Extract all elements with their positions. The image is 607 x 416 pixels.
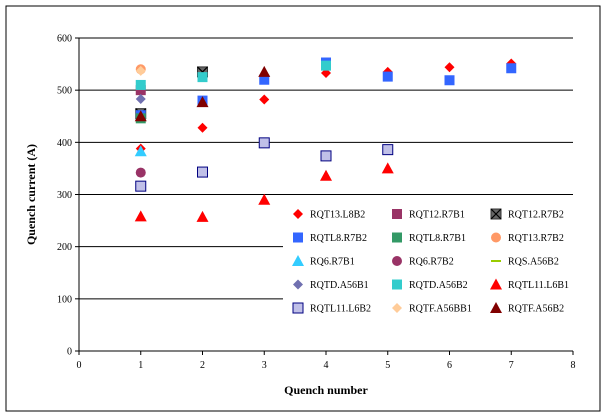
legend-marker-11	[490, 278, 502, 290]
legend-label: RQT12.R7B1	[409, 210, 465, 221]
legend-marker-9	[293, 279, 303, 290]
y-axis-title: Quench current (A)	[24, 144, 38, 245]
point-s3-5	[444, 75, 455, 86]
y-tick-label: 0	[67, 347, 72, 358]
legend-marker-5	[491, 232, 501, 243]
legend-box	[283, 202, 575, 324]
point-s14-0	[134, 110, 147, 122]
legend-label: RQTF.A56B2	[508, 304, 564, 315]
point-s0-2	[259, 94, 270, 105]
legend-label: RQS.A56B2	[508, 257, 559, 268]
point-s12-2	[258, 137, 270, 149]
y-tick-label: 200	[57, 242, 72, 253]
axes: 0 100 200 300 400 500 600 0 1 2 3 4 5 6 7 8	[57, 34, 576, 372]
x-tick-label: 8	[571, 360, 576, 371]
legend-label: RQT13.R7B2	[508, 233, 564, 244]
point-s3-6	[506, 63, 517, 74]
legend-marker-6	[292, 255, 304, 266]
point-s12-3	[320, 150, 332, 162]
y-tick-label: 300	[57, 190, 72, 201]
y-tick-label: 400	[57, 138, 72, 149]
legend-marker-3	[293, 232, 303, 243]
point-s10-0	[135, 79, 146, 90]
point-s12-1	[197, 166, 208, 178]
x-tick-label: 0	[77, 360, 82, 371]
x-tick-label: 4	[324, 360, 329, 371]
legend-label: RQTF.A56BB1	[409, 304, 472, 315]
point-s11-0	[134, 210, 147, 222]
point-s11-3	[320, 169, 332, 181]
legend-label: RQTL8.R7B2	[310, 233, 367, 244]
point-s6-0	[134, 145, 147, 157]
legend-label: RQTL11.L6B2	[310, 304, 371, 315]
legend-marker-14	[490, 302, 502, 313]
x-tick-label: 3	[262, 360, 267, 371]
point-s12-4	[382, 144, 394, 156]
legend-marker-0	[293, 209, 303, 219]
point-s14-1	[196, 96, 209, 108]
legend-label: RQT13.L8B2	[310, 210, 365, 221]
legend-marker-13	[392, 303, 402, 313]
legend-marker-2	[490, 208, 502, 220]
legend-label: RQT12.R7B2	[508, 210, 564, 221]
legend-marker-10	[392, 279, 402, 290]
point-s1-0	[135, 85, 146, 96]
y-tick-label: 500	[57, 86, 72, 97]
point-s11-1	[196, 210, 209, 222]
point-s12-0	[135, 180, 147, 192]
x-tick-label: 6	[447, 360, 452, 371]
point-s0-5	[444, 62, 455, 73]
legend-marker-4	[392, 232, 402, 243]
point-s13-0	[135, 65, 146, 76]
legend-label: RQTL11.L6B1	[508, 280, 569, 291]
legend-label: RQ6.R7B2	[409, 257, 454, 268]
legend-marker-2-cross-b	[490, 208, 502, 220]
legend-marker-7	[392, 256, 402, 266]
x-tick-label: 7	[509, 360, 514, 371]
y-tick-label: 600	[57, 34, 72, 45]
point-s11-2	[258, 193, 271, 205]
y-tick-label: 100	[57, 294, 72, 305]
point-s3-4	[382, 71, 393, 82]
point-s10-2	[321, 60, 331, 71]
x-tick-label: 2	[200, 360, 205, 371]
legend-marker-12	[292, 302, 304, 314]
legend-marker-1	[392, 209, 402, 219]
legend-label: RQTL8.R7B1	[409, 233, 466, 244]
point-s3-2	[259, 74, 270, 85]
point-s0-1	[197, 122, 208, 133]
legend-label: RQTD.A56B1	[310, 280, 369, 291]
point-s9-0	[135, 94, 146, 105]
point-s14-2	[258, 65, 271, 77]
point-s10-1	[197, 72, 208, 83]
x-axis-title: Quench number	[284, 383, 368, 397]
x-tick-label: 5	[385, 360, 390, 371]
data-markers	[134, 57, 517, 222]
legend-label: RQ6.R7B1	[310, 257, 355, 268]
legend-label: RQTD.A56B2	[409, 280, 468, 291]
point-s7-0	[135, 167, 146, 178]
point-s11-4	[381, 162, 394, 174]
x-tick-label: 1	[138, 360, 143, 371]
legend: RQT13.L8B2 RQT12.R7B1 RQT12.R7B2 RQTL8.R7B2…	[283, 202, 575, 324]
